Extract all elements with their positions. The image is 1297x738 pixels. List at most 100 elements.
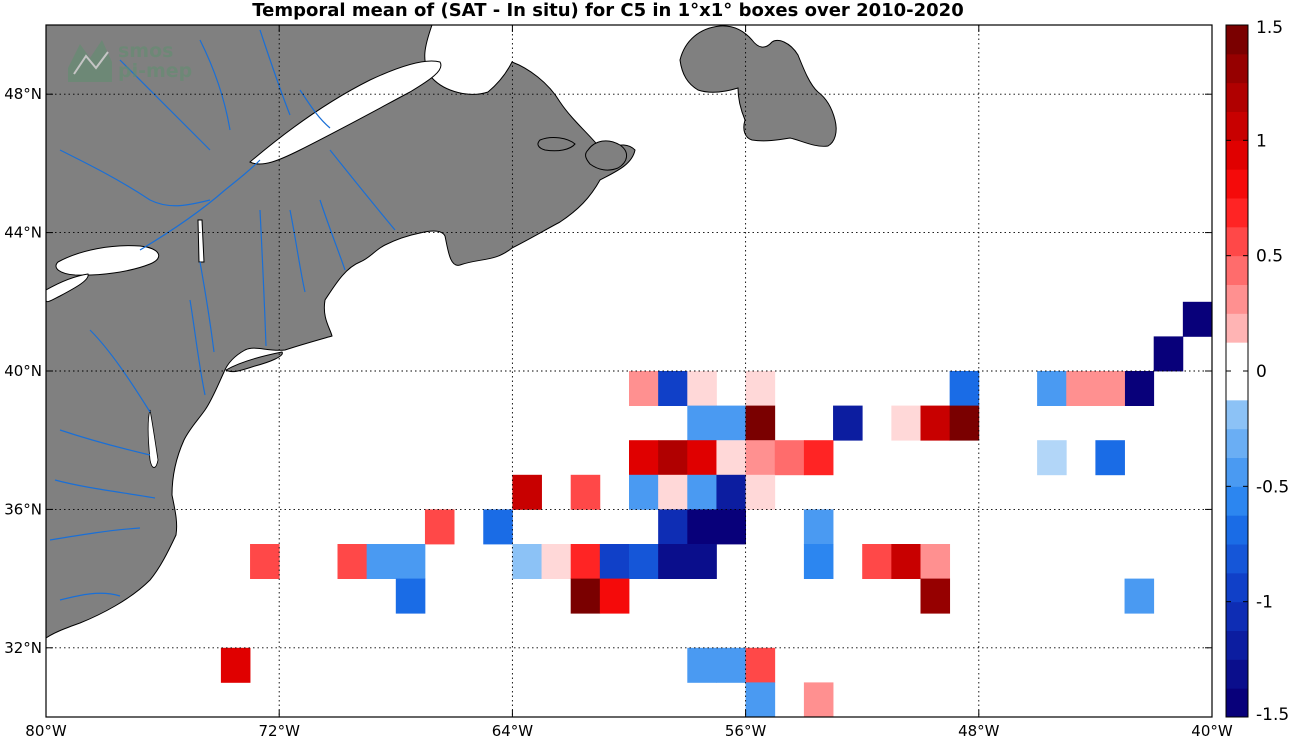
lat-tick-label: 32°N [4, 639, 42, 657]
james-river [54, 479, 156, 499]
lon-tick-label: 40°W [1191, 722, 1233, 738]
colorbar-swatch [1226, 255, 1248, 285]
anomaly-box [687, 544, 717, 579]
st-lawrence-estuary [249, 60, 442, 165]
anomaly-box [570, 474, 601, 510]
colorbar-tick-label: 1.5 [1256, 18, 1283, 38]
anomaly-box [745, 474, 776, 510]
colorbar-swatch [1226, 371, 1248, 401]
colorbar [1226, 25, 1248, 718]
anomaly-box [833, 405, 863, 441]
colorbar-swatch [1226, 688, 1248, 718]
colorbar-swatch [1226, 399, 1248, 430]
anomaly-box [745, 682, 776, 717]
anomaly-box [658, 544, 688, 579]
kennebec-river [289, 209, 306, 293]
anomaly-box [687, 474, 717, 510]
anomaly-box [891, 544, 921, 579]
anomaly-box [716, 440, 746, 476]
north-america-land [46, 25, 636, 639]
anomaly-box [599, 578, 630, 614]
anomaly-box [658, 509, 688, 545]
anomaly-box [1066, 371, 1096, 406]
anomaly-box [512, 544, 542, 579]
anomaly-box [1037, 440, 1067, 476]
lon-tick-label: 48°W [958, 722, 1000, 738]
lat-tick-label: 40°N [4, 362, 42, 380]
connecticut-river [259, 209, 267, 347]
cape-fear-river [59, 592, 121, 601]
anomaly-box [570, 578, 601, 614]
logo-text-smos: smos [118, 40, 174, 62]
anomaly-box [920, 405, 951, 441]
anomaly-box [629, 474, 659, 510]
anomaly-box [803, 544, 834, 579]
anomaly-box [629, 544, 659, 579]
anomaly-box [687, 371, 717, 406]
smos-pimep-logo: smos pi-mep [66, 38, 206, 88]
river-layer [49, 29, 396, 601]
anomaly-box [687, 405, 717, 441]
long-island-land [225, 351, 283, 373]
anomaly-box [337, 544, 368, 579]
anomaly-box [920, 544, 951, 579]
anomaly-box [658, 371, 688, 406]
anomaly-box [745, 647, 776, 683]
colorbar-swatch [1226, 601, 1248, 631]
anomaly-box [570, 544, 601, 579]
anomaly-box [687, 440, 717, 476]
map-title: Temporal mean of (SAT - In situ) for C5 … [252, 0, 964, 21]
anomaly-box [541, 544, 572, 579]
anomaly-box [745, 405, 776, 441]
colorbar-swatch [1226, 515, 1248, 545]
delaware-river [189, 299, 206, 396]
anomaly-box [891, 405, 921, 441]
anomaly-box [716, 509, 746, 545]
anomaly-box [745, 440, 776, 476]
anomaly-box [512, 474, 542, 510]
ottawa-river [59, 149, 211, 207]
colorbar-swatch [1226, 572, 1248, 603]
anomaly-box [658, 440, 688, 476]
anomaly-box [599, 544, 630, 579]
anomaly-box [250, 544, 280, 579]
anomaly-box [1153, 336, 1184, 372]
colorbar-swatch [1226, 169, 1248, 199]
anomaly-box [395, 578, 426, 614]
logo-mark-icon [68, 40, 112, 82]
anomaly-box [1095, 440, 1125, 476]
colorbar-tick-label: 0.5 [1256, 247, 1283, 267]
axis-ticks: 80°W 72°W 64°W 56°W 48°W 40°W 32°N 36°N 40°N 44°N… [4, 25, 1233, 738]
anomaly-box [949, 371, 980, 406]
anomaly-box [395, 544, 426, 579]
newfoundland-land [679, 25, 837, 147]
quebec-river-c [259, 29, 291, 116]
colorbar-swatch [1226, 198, 1248, 228]
anomaly-box [1124, 371, 1155, 406]
anomaly-box [1182, 301, 1212, 337]
colorbar-swatch [1226, 630, 1248, 660]
colorbar-swatch [1226, 544, 1248, 574]
colorbar-swatch [1226, 659, 1248, 689]
anomaly-box [745, 371, 776, 406]
logo-text-pimep: pi-mep [118, 60, 193, 82]
lake-champlain [197, 219, 205, 263]
anomaly-box [366, 544, 397, 579]
anomaly-box [716, 405, 746, 441]
colorbar-swatch [1226, 82, 1248, 112]
colorbar-swatch [1226, 313, 1248, 343]
anomaly-box [920, 578, 951, 614]
anomaly-box [687, 647, 717, 683]
anomaly-box [483, 509, 513, 545]
quebec-river-b [199, 39, 231, 131]
anomaly-box [862, 544, 892, 579]
anomaly-box [949, 405, 980, 441]
colorbar-swatch [1226, 226, 1248, 257]
anomaly-box [687, 509, 717, 545]
saguenay-river [299, 89, 331, 129]
lat-tick-label: 36°N [4, 500, 42, 518]
colorbar-tick-label: 0 [1256, 362, 1267, 382]
land-layer [46, 25, 837, 639]
colorbar-swatch [1226, 25, 1248, 55]
anomaly-box [1095, 371, 1125, 406]
